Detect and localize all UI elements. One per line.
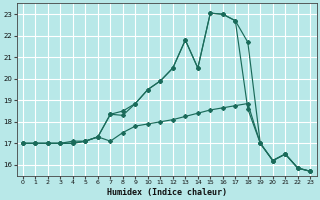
- X-axis label: Humidex (Indice chaleur): Humidex (Indice chaleur): [107, 188, 227, 197]
